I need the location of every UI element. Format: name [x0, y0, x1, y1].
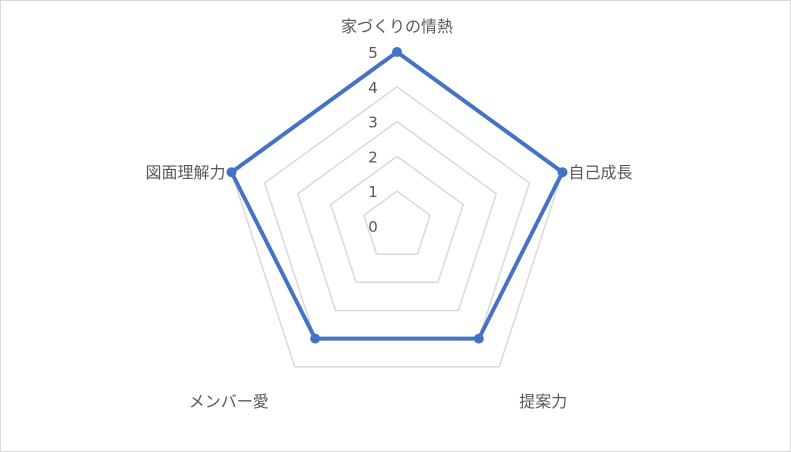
- tick-label: 2: [368, 148, 378, 166]
- data-point: [473, 333, 484, 344]
- tick-label: 4: [368, 79, 378, 97]
- category-label: 図面理解力: [146, 163, 226, 182]
- grid-ring-3: [296, 120, 498, 312]
- tick-label: 3: [368, 114, 378, 132]
- data-point: [557, 167, 568, 178]
- category-label: メンバー愛: [189, 392, 269, 411]
- series-line: [229, 50, 565, 341]
- data-point: [226, 167, 237, 178]
- grid-ring-5: [230, 51, 564, 368]
- category-label: 自己成長: [568, 163, 632, 182]
- category-label: 提案力: [519, 392, 567, 411]
- data-point: [392, 47, 402, 57]
- tick-label: 1: [368, 183, 378, 201]
- tick-label: 0: [368, 218, 378, 236]
- grid-ring-1: [363, 190, 431, 255]
- data-point: [310, 333, 321, 344]
- grid-ring-2: [329, 155, 465, 284]
- category-label: 家づくりの情熱: [341, 17, 453, 36]
- tick-label: 5: [368, 44, 378, 62]
